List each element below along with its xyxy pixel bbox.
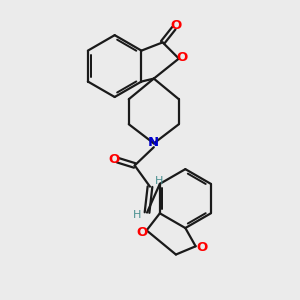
Text: O: O [136, 226, 148, 239]
Text: H: H [155, 176, 164, 186]
Text: O: O [177, 51, 188, 64]
Text: O: O [108, 153, 119, 166]
Text: N: N [148, 136, 159, 149]
Text: H: H [133, 210, 141, 220]
Text: O: O [196, 241, 207, 254]
Text: O: O [170, 19, 182, 32]
